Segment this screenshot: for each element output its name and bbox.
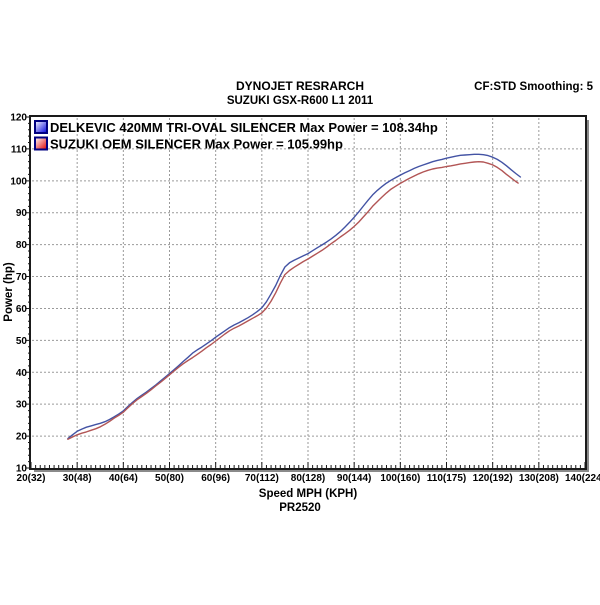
legend-label-oem: SUZUKI OEM SILENCER Max Power = 105.99hp: [50, 137, 343, 152]
x-tick-label: 80(128): [291, 473, 325, 484]
x-tick-label: 130(208): [519, 473, 559, 484]
x-tick-label: 120(192): [473, 473, 513, 484]
gridlines: [32, 118, 584, 467]
plot-border: [29, 115, 587, 470]
x-tick-label: 50(80): [155, 473, 184, 484]
y-tick-label: 80: [16, 240, 28, 251]
x-tick-label: 110(175): [427, 473, 466, 484]
x-tick-label: 20(32): [17, 473, 46, 484]
dyno-title: DYNOJET RESRARCH: [236, 79, 364, 93]
dyno-subtitle: SUZUKI GSX-R600 L1 2011: [227, 95, 374, 107]
x-tick-label: 140(224): [565, 473, 600, 484]
y-tick-label: 50: [16, 336, 28, 347]
y-tick-label: 60: [16, 304, 28, 315]
power-curve-delkevic: [67, 153, 522, 440]
y-tick-label: 10: [16, 464, 28, 475]
x-tick-label: 40(64): [109, 473, 138, 484]
y-tick-label: 30: [16, 400, 28, 411]
power-curves: [67, 153, 522, 440]
x-tick-label: 30(48): [63, 473, 92, 484]
y-tick-label: 110: [11, 144, 28, 155]
x-tick-label: 70(112): [245, 473, 279, 484]
y-tick-label: 120: [10, 113, 27, 124]
legend-label-delkevic: DELKEVIC 420MM TRI-OVAL SILENCER Max Pow…: [50, 120, 438, 135]
x-tick-label: 60(96): [201, 473, 230, 484]
legend: DELKEVIC 420MM TRI-OVAL SILENCER Max Pow…: [34, 120, 438, 152]
legend-swatch-oem-icon: [34, 136, 48, 151]
y-tick-label: 40: [16, 368, 28, 379]
smoothing-label: CF:STD Smoothing: 5: [474, 81, 593, 93]
x-tick-label: 100(160): [380, 473, 420, 484]
y-axis-title: Power (hp): [3, 262, 15, 322]
grid-dashes: [32, 118, 584, 467]
y-tick-label: 90: [16, 208, 28, 219]
axis-tick-labels: 20(32) 30(48) 40(64) 50(80) 60(96) 70(112) 80(…: [10, 113, 600, 485]
y-tick-label: 70: [16, 272, 28, 283]
y-tick-label: 20: [16, 432, 28, 443]
plot-border-shadow: [34, 120, 589, 472]
plot-id-label: PR2520: [279, 502, 321, 514]
y-tick-label: 100: [10, 176, 27, 187]
x-tick-label: 90(144): [337, 473, 371, 484]
power-curve-oem: [67, 161, 519, 440]
legend-swatch-delkevic-icon: [34, 120, 48, 134]
x-axis-title: Speed MPH (KPH): [259, 488, 358, 500]
